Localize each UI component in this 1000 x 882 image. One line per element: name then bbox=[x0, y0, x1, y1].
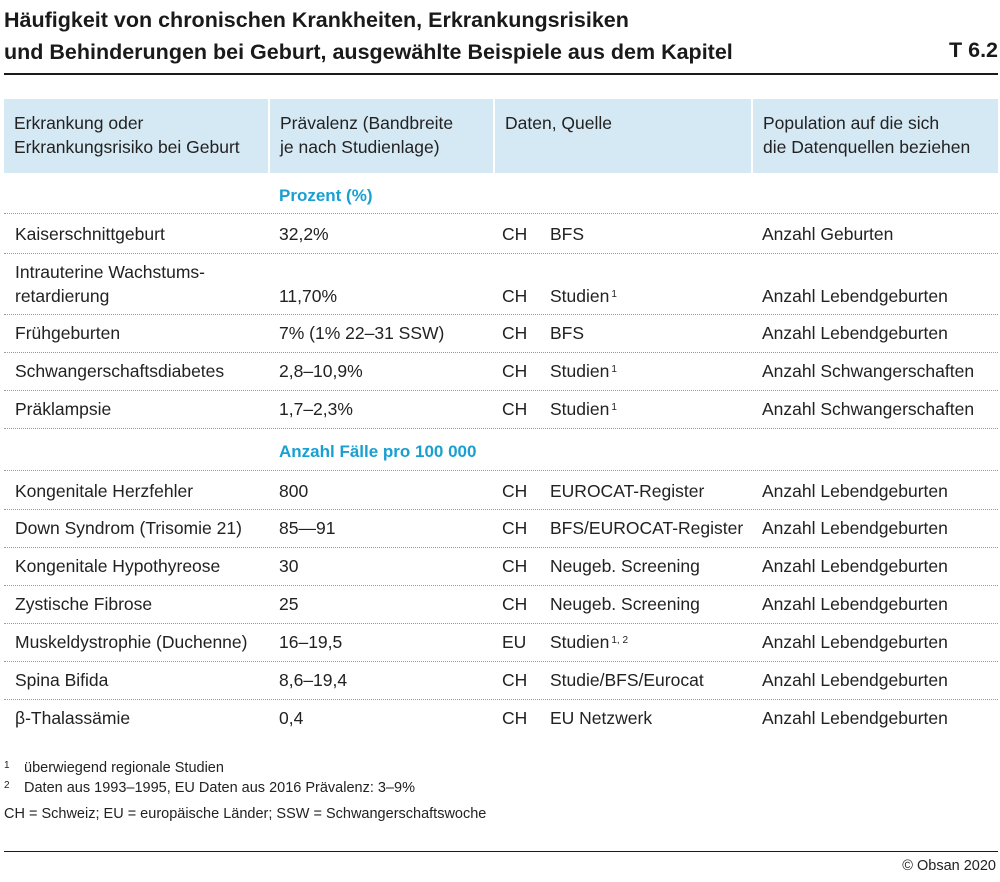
row-region: CH bbox=[502, 323, 528, 343]
row-source: Neugeb. Screening bbox=[550, 594, 700, 614]
row-population: Anzahl Schwangerschaften bbox=[762, 399, 975, 419]
row-prevalence: 2,8–10,9% bbox=[279, 361, 363, 381]
row-source: EUROCAT-Register bbox=[550, 481, 705, 501]
row-condition: β-Thalassämie bbox=[15, 708, 131, 728]
row-separator bbox=[4, 213, 998, 214]
row-region: CH bbox=[502, 361, 528, 381]
header-population: Population auf die sich die Datenquellen… bbox=[753, 99, 998, 173]
row-prevalence: 30 bbox=[279, 556, 299, 576]
row-prevalence: 85—91 bbox=[279, 518, 336, 538]
row-condition: Zystische Fibrose bbox=[15, 594, 153, 614]
row-separator bbox=[4, 352, 998, 353]
row-population: Anzahl Lebendgeburten bbox=[762, 323, 948, 343]
row-population: Anzahl Lebendgeburten bbox=[762, 632, 948, 652]
row-separator bbox=[4, 470, 998, 471]
title-line-1: Häufigkeit von chronischen Krankheiten, … bbox=[4, 8, 629, 32]
row-prevalence: 7% (1% 22–31 SSW) bbox=[279, 323, 445, 343]
row-source: Studien 1 bbox=[550, 361, 617, 381]
row-source: BFS bbox=[550, 323, 585, 343]
row-prevalence: 16–19,5 bbox=[279, 632, 343, 652]
copyright: © Obsan 2020 bbox=[902, 858, 996, 874]
row-prevalence: 800 bbox=[279, 481, 309, 501]
footnote-2: 2 Daten aus 1993–1995, EU Daten aus 2016 … bbox=[4, 780, 415, 796]
row-population: Anzahl Lebendgeburten bbox=[762, 481, 948, 501]
abbreviations-note: CH = Schweiz; EU = europäische Länder; S… bbox=[4, 806, 487, 822]
row-region: CH bbox=[502, 670, 528, 690]
row-source: Studie/BFS/Eurocat bbox=[550, 670, 704, 690]
title-line-2: und Behinderungen bei Geburt, ausgewählt… bbox=[4, 40, 733, 64]
row-separator bbox=[4, 428, 998, 429]
row-condition-cont: retardierung bbox=[15, 286, 110, 306]
row-condition: Kongenitale Hypothyreose bbox=[15, 556, 221, 576]
row-condition: Frühgeburten bbox=[15, 323, 121, 343]
row-condition: Präklampsie bbox=[15, 399, 112, 419]
row-separator bbox=[4, 253, 998, 254]
row-region: CH bbox=[502, 286, 528, 306]
row-separator bbox=[4, 585, 998, 586]
row-prevalence: 25 bbox=[279, 594, 299, 614]
header-source: Daten, Quelle bbox=[495, 99, 751, 173]
row-source: Studien 1, 2 bbox=[550, 632, 629, 652]
row-separator bbox=[4, 547, 998, 548]
row-region: CH bbox=[502, 481, 528, 501]
row-population: Anzahl Lebendgeburten bbox=[762, 670, 948, 690]
row-prevalence: 11,70% bbox=[279, 286, 338, 306]
table-title: Häufigkeit von chronischen Krankheiten, … bbox=[4, 4, 998, 68]
row-source: Studien 1 bbox=[550, 399, 617, 419]
section-label-percent: Prozent (%) bbox=[279, 186, 373, 205]
row-condition: Kongenitale Herzfehler bbox=[15, 481, 194, 501]
footnote-ref: 1 bbox=[611, 402, 617, 413]
table-code: T 6.2 bbox=[949, 38, 998, 62]
section-label-cases: Anzahl Fälle pro 100 000 bbox=[279, 442, 477, 461]
row-region: CH bbox=[502, 556, 528, 576]
row-population: Anzahl Schwangerschaften bbox=[762, 361, 975, 381]
row-condition: Down Syndrom (Trisomie 21) bbox=[15, 518, 242, 538]
row-region: CH bbox=[502, 224, 528, 244]
row-separator bbox=[4, 661, 998, 662]
footnote-ref: 1, 2 bbox=[611, 635, 629, 646]
row-population: Anzahl Lebendgeburten bbox=[762, 708, 948, 728]
row-population: Anzahl Lebendgeburten bbox=[762, 518, 948, 538]
row-condition: Spina Bifida bbox=[15, 670, 109, 690]
row-source: Studien 1 bbox=[550, 286, 617, 306]
footnote-ref: 1 bbox=[611, 289, 617, 300]
row-prevalence: 0,4 bbox=[279, 708, 304, 728]
footnote-1: 1 überwiegend regionale Studien bbox=[4, 760, 224, 776]
row-prevalence: 1,7–2,3% bbox=[279, 399, 353, 419]
row-condition: Intrauterine Wachstums- bbox=[15, 262, 205, 282]
row-region: CH bbox=[502, 518, 528, 538]
header-condition: Erkrankung oder Erkrankungsrisiko bei Ge… bbox=[4, 99, 268, 173]
row-separator bbox=[4, 390, 998, 391]
row-separator bbox=[4, 623, 998, 624]
row-population: Anzahl Geburten bbox=[762, 224, 894, 244]
row-source: BFS bbox=[550, 224, 585, 244]
footer-rule bbox=[4, 851, 998, 852]
row-region: CH bbox=[502, 399, 528, 419]
row-condition: Muskeldystrophie (Duchenne) bbox=[15, 632, 248, 652]
row-condition: Kaiserschnittgeburt bbox=[15, 224, 165, 244]
table-header: Erkrankung oder Erkrankungsrisiko bei Ge… bbox=[4, 99, 998, 173]
row-prevalence: 8,6–19,4 bbox=[279, 670, 348, 690]
row-prevalence: 32,2% bbox=[279, 224, 329, 244]
row-region: EU bbox=[502, 632, 527, 652]
row-population: Anzahl Lebendgeburten bbox=[762, 556, 948, 576]
row-source: EU Netzwerk bbox=[550, 708, 653, 728]
header-prevalence: Prävalenz (Bandbreite je nach Studienlag… bbox=[270, 99, 493, 173]
footnote-ref: 1 bbox=[611, 364, 617, 375]
row-source: BFS/EUROCAT-Register bbox=[550, 518, 744, 538]
title-rule bbox=[4, 73, 998, 75]
row-region: CH bbox=[502, 594, 528, 614]
row-region: CH bbox=[502, 708, 528, 728]
row-population: Anzahl Lebendgeburten bbox=[762, 286, 948, 306]
row-separator bbox=[4, 699, 998, 700]
row-condition: Schwangerschaftsdiabetes bbox=[15, 361, 225, 381]
row-population: Anzahl Lebendgeburten bbox=[762, 594, 948, 614]
row-separator bbox=[4, 314, 998, 315]
row-separator bbox=[4, 509, 998, 510]
row-source: Neugeb. Screening bbox=[550, 556, 700, 576]
